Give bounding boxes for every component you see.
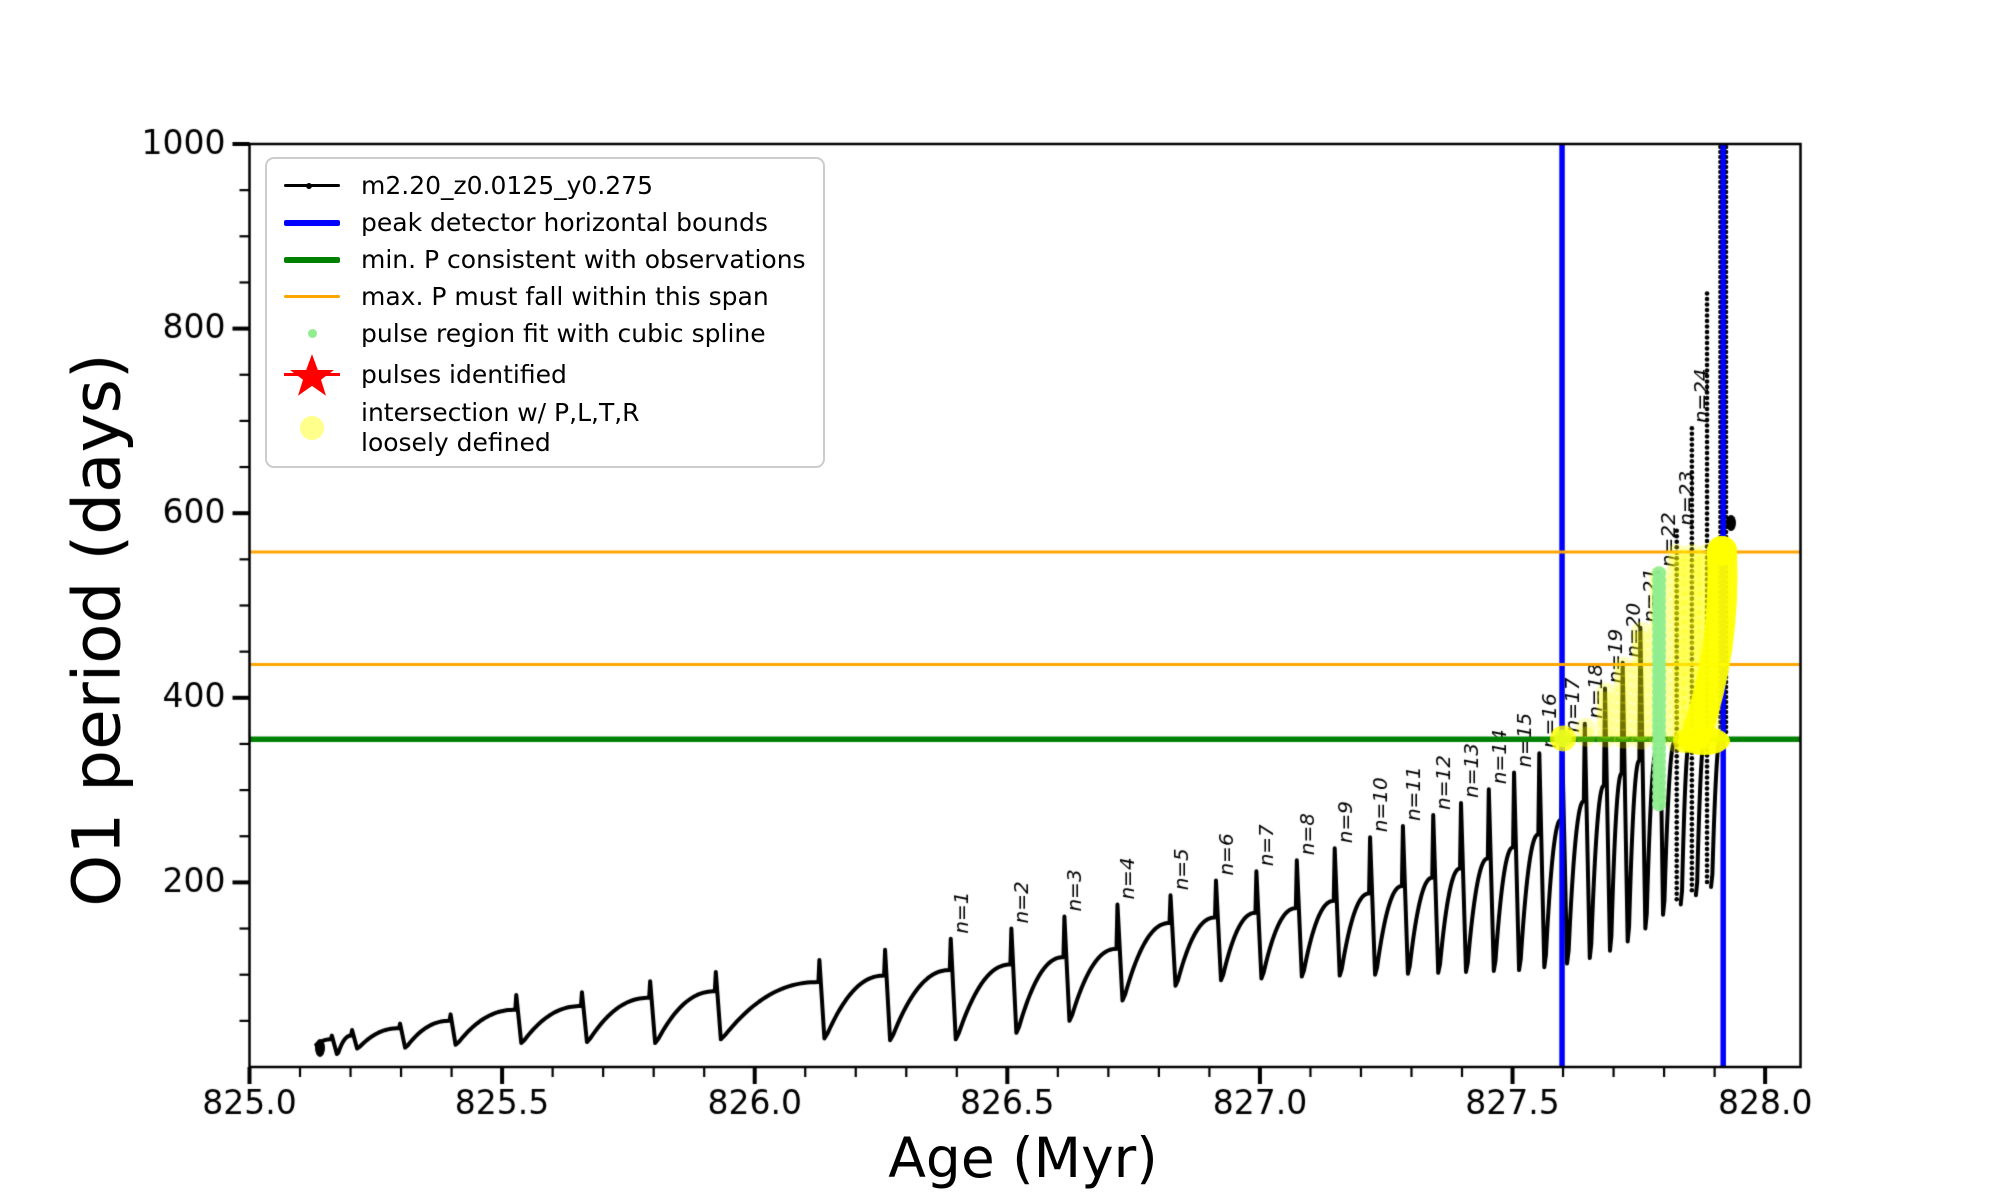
legend-label-6: intersection w/ P,L,T,R loosely defined — [361, 398, 640, 457]
legend-entry-2: min. P consistent with observations — [281, 241, 809, 278]
thick-line-icon — [281, 256, 343, 263]
star-line-icon — [281, 352, 343, 398]
thick-line-icon — [281, 219, 343, 226]
line-dot-icon — [281, 182, 343, 189]
legend-entry-5: pulses identified — [281, 352, 809, 398]
legend-entry-6: intersection w/ P,L,T,R loosely defined — [281, 398, 809, 458]
legend-entry-4: pulse region fit with cubic spline — [281, 315, 809, 352]
y-axis-label: O1 period (days) — [58, 353, 136, 907]
legend-label-4: pulse region fit with cubic spline — [361, 318, 766, 348]
big-dot-icon — [281, 416, 343, 440]
legend-entry-1: peak detector horizontal bounds — [281, 204, 809, 241]
legend-label-1: peak detector horizontal bounds — [361, 207, 768, 237]
legend-entry-0: m2.20_z0.0125_y0.275 — [281, 167, 809, 204]
legend-label-5: pulses identified — [361, 360, 567, 389]
legend-label-3: max. P must fall within this span — [361, 281, 769, 311]
legend-label-2: min. P consistent with observations — [361, 244, 806, 274]
small-dot-icon — [281, 329, 343, 338]
x-axis-label: Age (Myr) — [888, 1126, 1158, 1190]
line-icon — [281, 295, 343, 298]
legend-label-0: m2.20_z0.0125_y0.275 — [361, 170, 653, 200]
legend-entry-3: max. P must fall within this span — [281, 278, 809, 315]
